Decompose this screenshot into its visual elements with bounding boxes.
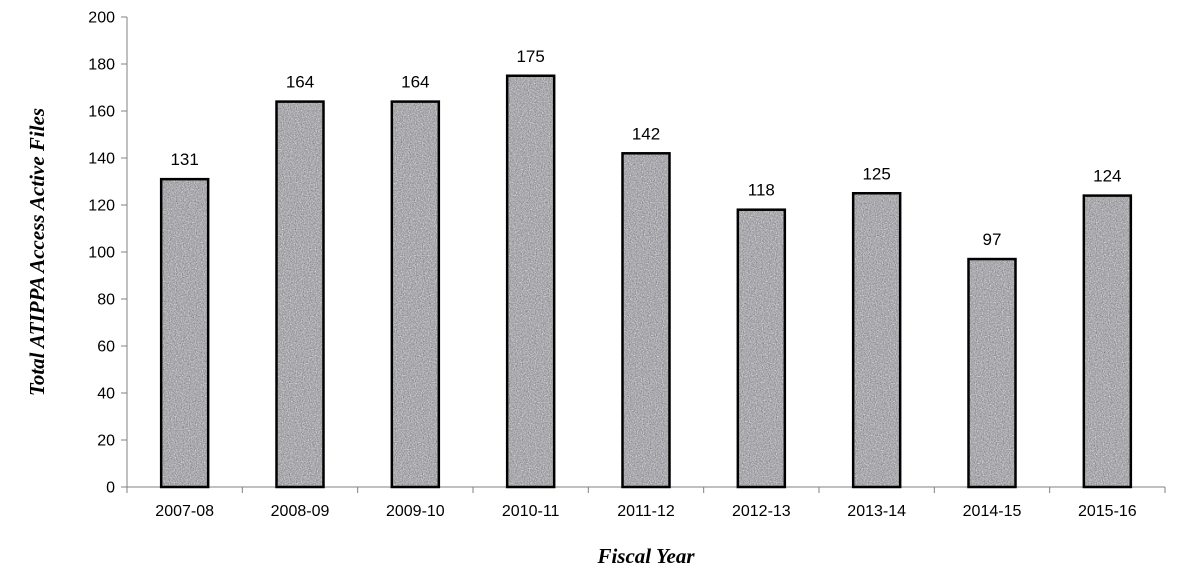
x-tick-label: 2008-09 (271, 503, 330, 520)
bar-texture (507, 75, 555, 487)
bar-2007-08 (159, 177, 210, 489)
bar-2014-15 (967, 257, 1017, 489)
y-tick-label: 160 (88, 104, 115, 121)
y-tick-label: 60 (97, 339, 115, 356)
x-axis: 2007-08 2008-09 2009-10 2010-11 2011-12 2012-… (126, 486, 1166, 520)
data-label: 164 (286, 73, 314, 92)
bar-texture (622, 153, 670, 488)
y-tick-label: 140 (88, 151, 115, 168)
x-tick-label: 2012-13 (732, 503, 791, 520)
y-tick-label: 120 (88, 198, 115, 215)
bar-texture (968, 259, 1016, 487)
y-axis-title: Total ATIPPA Access Active Files (25, 108, 49, 396)
y-tick-label: 100 (88, 245, 115, 262)
bar-2009-10 (390, 100, 441, 489)
bar-outline (390, 100, 441, 489)
x-tick-label: 2013-14 (847, 503, 906, 520)
data-labels: 131 164 164 175 142 118 125 97 124 (170, 47, 1121, 249)
x-tick-label: 2011-12 (617, 503, 675, 520)
bars (159, 74, 1133, 489)
bar-texture (737, 209, 785, 487)
bar-texture (853, 193, 901, 487)
bar-outline (275, 100, 325, 489)
y-tick-label: 200 (88, 10, 115, 27)
y-tick-label: 0 (106, 480, 115, 497)
data-label: 118 (748, 181, 775, 200)
bar-texture (161, 179, 209, 487)
bar-outline (621, 152, 671, 489)
bar-2011-12 (621, 152, 671, 489)
data-label: 97 (983, 230, 1002, 249)
bar-outline (159, 177, 210, 489)
bar-outline (736, 208, 787, 489)
bar-2015-16 (1082, 194, 1133, 489)
data-label: 175 (516, 47, 544, 66)
data-label: 131 (170, 150, 198, 169)
bar-outline (851, 192, 902, 489)
bar-2008-09 (275, 100, 325, 489)
y-tick-label: 20 (97, 433, 115, 450)
data-label: 142 (632, 124, 660, 143)
x-axis-title: Fiscal Year (596, 544, 695, 568)
x-tick-label: 2009-10 (386, 503, 445, 520)
bar-2012-13 (736, 208, 787, 489)
bar-texture (276, 101, 324, 487)
x-tick-label: 2015-16 (1078, 503, 1137, 520)
data-label: 164 (401, 73, 429, 92)
bar-outline (1082, 194, 1133, 489)
x-tick-label: 2014-15 (963, 503, 1022, 520)
bar-texture (1083, 195, 1131, 487)
bar-2010-11 (505, 74, 556, 489)
bar-texture (391, 101, 439, 487)
y-tick-label: 80 (97, 292, 115, 309)
y-axis: 0 20 40 60 80 100 120 140 160 180 200 (88, 10, 128, 497)
data-label: 125 (862, 164, 890, 183)
bar-2013-14 (851, 192, 902, 489)
y-tick-label: 40 (97, 386, 115, 403)
bar-outline (505, 74, 556, 489)
y-tick-label: 180 (88, 57, 115, 74)
bar-outline (967, 257, 1017, 489)
x-tick-label: 2007-08 (155, 503, 214, 520)
data-label: 124 (1093, 167, 1121, 186)
x-tick-label: 2010-11 (502, 503, 560, 520)
